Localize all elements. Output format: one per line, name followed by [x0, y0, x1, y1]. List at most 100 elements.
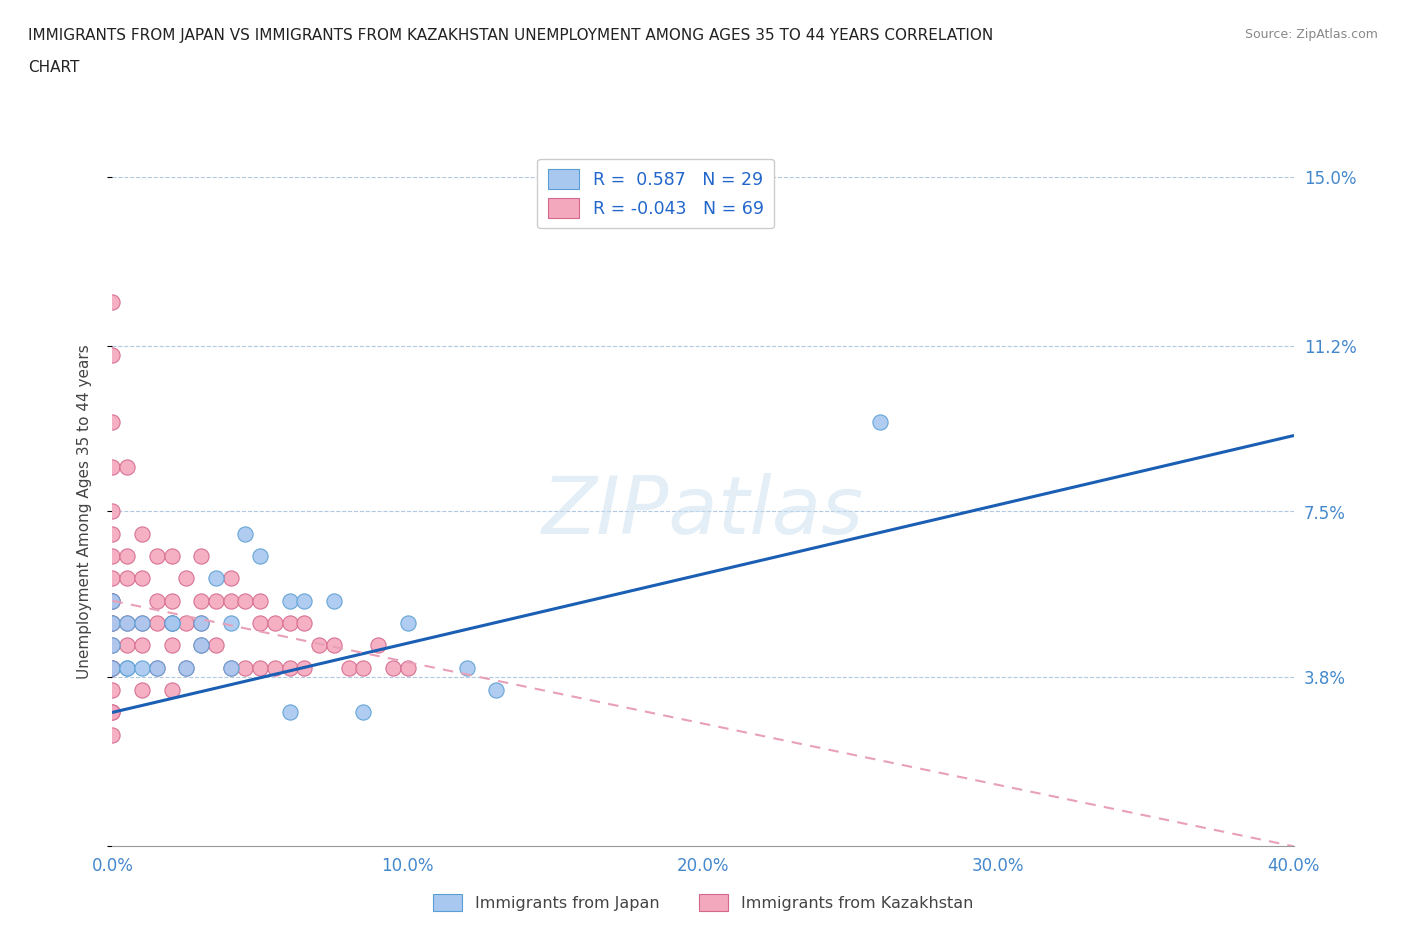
- Point: [117, 549, 138, 564]
- Point: [219, 660, 242, 675]
- Text: Source: ZipAtlas.com: Source: ZipAtlas.com: [1244, 28, 1378, 41]
- Point: [101, 348, 124, 363]
- Point: [205, 571, 228, 586]
- Point: [146, 616, 169, 631]
- Point: [205, 638, 228, 653]
- Point: [101, 660, 124, 675]
- Point: [190, 593, 212, 608]
- Point: [367, 638, 389, 653]
- Point: [190, 616, 212, 631]
- Point: [160, 616, 183, 631]
- Point: [219, 593, 242, 608]
- Point: [131, 683, 153, 698]
- Point: [278, 660, 301, 675]
- Point: [485, 683, 508, 698]
- Point: [219, 616, 242, 631]
- Legend: Immigrants from Japan, Immigrants from Kazakhstan: Immigrants from Japan, Immigrants from K…: [426, 888, 980, 917]
- Point: [308, 638, 330, 653]
- Point: [160, 616, 183, 631]
- Point: [249, 660, 271, 675]
- Point: [249, 593, 271, 608]
- Point: [117, 660, 138, 675]
- Point: [249, 549, 271, 564]
- Point: [323, 593, 346, 608]
- Point: [292, 593, 315, 608]
- Point: [101, 660, 124, 675]
- Text: CHART: CHART: [28, 60, 80, 75]
- Point: [233, 660, 256, 675]
- Point: [219, 660, 242, 675]
- Point: [146, 593, 169, 608]
- Point: [101, 660, 124, 675]
- Point: [174, 660, 197, 675]
- Point: [174, 571, 197, 586]
- Point: [101, 705, 124, 720]
- Point: [101, 705, 124, 720]
- Point: [292, 660, 315, 675]
- Point: [101, 593, 124, 608]
- Point: [131, 526, 153, 541]
- Point: [101, 638, 124, 653]
- Point: [101, 571, 124, 586]
- Point: [101, 294, 124, 309]
- Point: [205, 593, 228, 608]
- Point: [117, 459, 138, 474]
- Point: [160, 593, 183, 608]
- Point: [323, 638, 346, 653]
- Point: [101, 526, 124, 541]
- Point: [160, 616, 183, 631]
- Point: [190, 638, 212, 653]
- Point: [160, 549, 183, 564]
- Point: [190, 616, 212, 631]
- Point: [131, 638, 153, 653]
- Point: [146, 549, 169, 564]
- Point: [101, 727, 124, 742]
- Point: [131, 571, 153, 586]
- Point: [117, 571, 138, 586]
- Text: ZIPatlas: ZIPatlas: [541, 472, 865, 551]
- Point: [264, 660, 287, 675]
- Text: IMMIGRANTS FROM JAPAN VS IMMIGRANTS FROM KAZAKHSTAN UNEMPLOYMENT AMONG AGES 35 T: IMMIGRANTS FROM JAPAN VS IMMIGRANTS FROM…: [28, 28, 994, 43]
- Point: [160, 683, 183, 698]
- Point: [352, 660, 374, 675]
- Point: [278, 593, 301, 608]
- Point: [101, 593, 124, 608]
- Point: [101, 459, 124, 474]
- Point: [117, 616, 138, 631]
- Point: [117, 616, 138, 631]
- Point: [101, 616, 124, 631]
- Point: [101, 616, 124, 631]
- Point: [396, 616, 419, 631]
- Point: [117, 638, 138, 653]
- Point: [456, 660, 478, 675]
- Point: [249, 616, 271, 631]
- Point: [396, 660, 419, 675]
- Legend: R =  0.587   N = 29, R = -0.043   N = 69: R = 0.587 N = 29, R = -0.043 N = 69: [537, 159, 775, 228]
- Point: [382, 660, 405, 675]
- Point: [101, 593, 124, 608]
- Y-axis label: Unemployment Among Ages 35 to 44 years: Unemployment Among Ages 35 to 44 years: [77, 344, 91, 679]
- Point: [174, 616, 197, 631]
- Point: [131, 616, 153, 631]
- Point: [278, 705, 301, 720]
- Point: [101, 549, 124, 564]
- Point: [264, 616, 287, 631]
- Point: [233, 526, 256, 541]
- Point: [146, 660, 169, 675]
- Point: [101, 504, 124, 519]
- Point: [131, 660, 153, 675]
- Point: [101, 683, 124, 698]
- Point: [101, 660, 124, 675]
- Point: [101, 415, 124, 430]
- Point: [869, 415, 891, 430]
- Point: [174, 660, 197, 675]
- Point: [292, 616, 315, 631]
- Point: [131, 616, 153, 631]
- Point: [337, 660, 360, 675]
- Point: [117, 660, 138, 675]
- Point: [146, 660, 169, 675]
- Point: [352, 705, 374, 720]
- Point: [101, 616, 124, 631]
- Point: [160, 638, 183, 653]
- Point: [190, 638, 212, 653]
